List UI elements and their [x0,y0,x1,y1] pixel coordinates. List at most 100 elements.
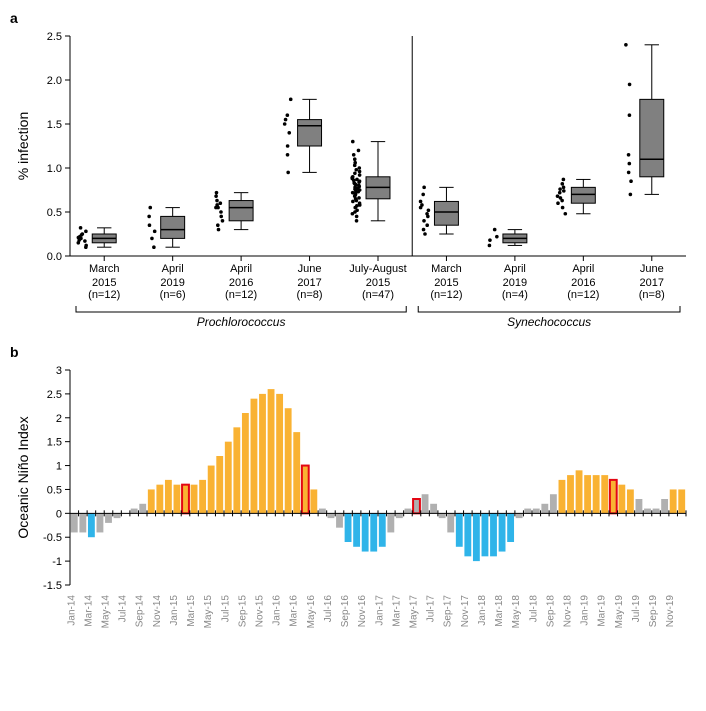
svg-text:April: April [162,263,184,275]
box [640,99,664,176]
data-point [148,223,152,227]
data-point [351,140,355,144]
oni-bar [610,480,617,513]
svg-text:2015: 2015 [434,277,458,289]
oni-bar [319,509,326,514]
oni-bar [464,513,471,556]
svg-text:Jul-17: Jul-17 [426,595,437,623]
oni-bar [618,485,625,514]
oni-bar [353,513,360,546]
svg-text:2.0: 2.0 [47,75,62,87]
data-point [215,199,219,203]
data-point [561,182,565,186]
data-point [629,193,633,197]
oni-bar [328,513,335,518]
data-point [624,43,628,47]
data-point [556,194,560,198]
oni-bar [593,475,600,513]
data-point [562,178,566,182]
data-point [628,83,632,87]
svg-text:2017: 2017 [297,277,321,289]
svg-text:Jan-15: Jan-15 [169,595,180,626]
data-point [419,200,423,204]
data-point [286,171,290,175]
svg-text:May-16: May-16 [306,595,317,629]
data-point [283,122,287,126]
svg-text:1.5: 1.5 [47,119,62,131]
oni-bar [430,504,437,514]
oni-bar [114,513,121,518]
svg-text:0.0: 0.0 [47,251,62,263]
oni-bar [139,504,146,514]
data-point [425,223,429,227]
oni-bar [345,513,352,542]
data-point [81,232,85,236]
svg-text:Nov-19: Nov-19 [665,595,676,628]
oni-bar [216,456,223,513]
svg-text:Sep-17: Sep-17 [443,595,454,628]
oni-bar [379,513,386,546]
svg-text:Oceanic Niño Index: Oceanic Niño Index [15,416,31,538]
oni-bar [541,504,548,514]
oni-bar [156,485,163,514]
svg-text:0: 0 [56,508,62,520]
svg-text:March: March [431,263,462,275]
data-point [421,193,425,197]
data-point [153,230,157,234]
box [434,201,458,225]
svg-text:Synechococcus: Synechococcus [507,315,591,329]
data-point [219,201,223,205]
data-point [629,179,633,183]
svg-text:(n=47): (n=47) [362,289,394,301]
svg-text:Jan-14: Jan-14 [66,595,77,626]
oni-bar [131,509,138,514]
data-point [352,153,356,157]
data-point [353,171,357,175]
svg-text:(n=8): (n=8) [639,289,665,301]
data-point [219,215,223,219]
oni-bar [88,513,95,537]
oni-bar [208,466,215,514]
data-point [357,149,361,153]
svg-text:2.5: 2.5 [47,31,62,43]
oni-bar [456,513,463,546]
svg-text:Mar-18: Mar-18 [494,595,505,627]
oni-bar [473,513,480,561]
svg-text:-1: -1 [52,556,62,568]
data-point [358,170,362,174]
svg-text:Nov-14: Nov-14 [152,595,163,628]
svg-text:Jul-19: Jul-19 [631,595,642,623]
data-point [422,219,426,223]
svg-text:Mar-17: Mar-17 [391,595,402,627]
svg-text:May-14: May-14 [101,595,112,629]
oni-bar [242,413,249,513]
svg-text:0.5: 0.5 [47,207,62,219]
svg-text:Prochlorococcus: Prochlorococcus [197,315,286,329]
svg-text:Sep-19: Sep-19 [648,595,659,628]
data-point [216,223,220,227]
data-point [627,153,631,157]
oni-bar [276,394,283,513]
svg-text:(n=6): (n=6) [160,289,186,301]
oni-bar [405,509,412,514]
oni-bar [507,513,514,542]
oni-bar [293,432,300,513]
data-point [558,191,562,195]
oni-bar [678,489,685,513]
svg-text:April: April [504,263,526,275]
oni-bar [559,480,566,513]
data-point [84,244,88,248]
box [298,120,322,146]
svg-text:Jul-18: Jul-18 [528,595,539,623]
svg-text:Nov-18: Nov-18 [563,595,574,628]
data-point [84,230,88,234]
data-point [214,194,218,198]
oni-bar [148,489,155,513]
oni-bar [362,513,369,551]
oni-bar [447,513,454,532]
oni-bar [636,499,643,513]
box [229,201,253,221]
boxplot-chart: 0.00.51.01.52.02.5% infectionMarch2015(n… [10,26,696,336]
data-point [286,153,290,157]
svg-text:Jul-16: Jul-16 [323,595,334,623]
